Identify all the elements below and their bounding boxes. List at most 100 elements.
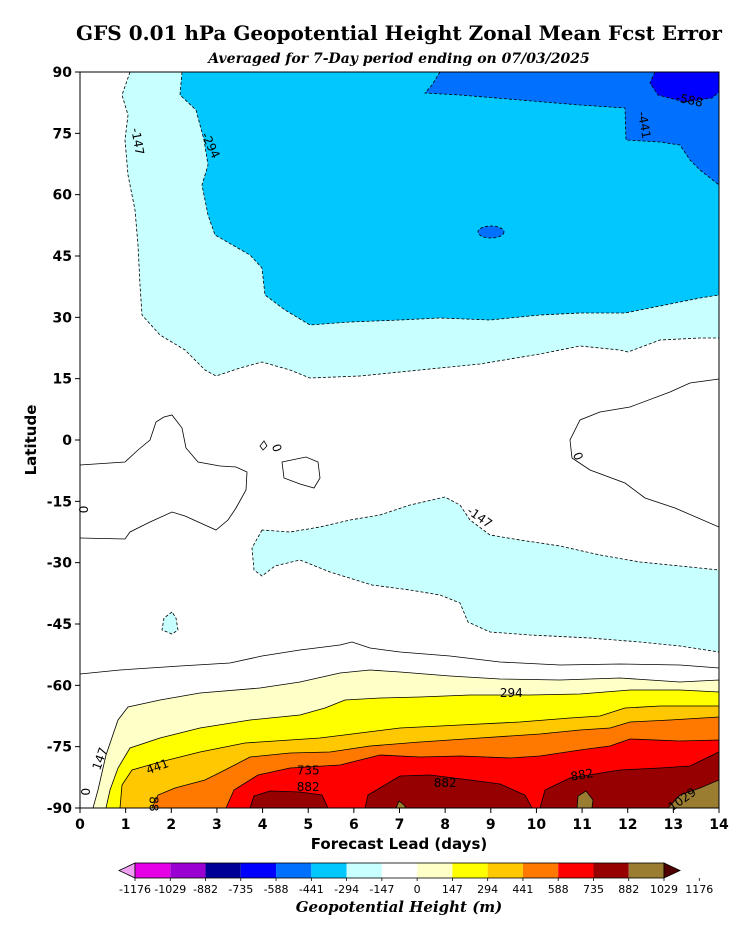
y-tick-label: -60 — [47, 678, 73, 694]
band-neg294 — [179, 72, 719, 326]
contour-field — [80, 72, 719, 808]
y-tick-label: 90 — [53, 65, 73, 81]
band-pos1029-c — [667, 779, 719, 808]
x-axis-label: Forecast Lead (days) — [311, 835, 487, 853]
contour-label: 735 — [297, 764, 320, 778]
x-tick-label: 9 — [486, 817, 496, 833]
contour-label: 294 — [500, 686, 523, 700]
y-tick-label: -75 — [47, 740, 72, 756]
x-axis: 0 1 2 3 4 5 6 7 8 9 10 11 12 13 14 — [75, 808, 729, 833]
colorbar-tick-label: -882 — [193, 883, 218, 896]
y-tick-label: -15 — [47, 494, 72, 510]
contour-label: 0 — [269, 442, 285, 454]
colorbar-swatch — [311, 863, 347, 878]
colorbar-swatch — [452, 863, 488, 878]
x-tick-label: 5 — [303, 817, 313, 833]
band-pos882-b — [364, 774, 533, 808]
band-neg588 — [649, 72, 719, 103]
colorbar-tick-label: 588 — [548, 883, 569, 896]
x-tick-label: 14 — [709, 817, 729, 833]
x-tick-label: 8 — [440, 817, 450, 833]
colorbar-tick-label: 1176 — [685, 883, 713, 896]
contour-label: 882 — [297, 780, 320, 794]
colorbar-tick-label: 441 — [512, 883, 533, 896]
colorbar-swatch — [240, 863, 277, 878]
y-tick-label: 45 — [53, 249, 72, 265]
contour-label: 0 — [78, 788, 92, 796]
colorbar-tick-label: 882 — [618, 883, 639, 896]
colorbar-tick-label: 0 — [414, 883, 421, 896]
colorbar-tick-label: -1176 — [119, 883, 151, 896]
colorbar-tick-label: 1029 — [650, 883, 678, 896]
x-tick-label: 11 — [572, 817, 591, 833]
band-pos1029-b — [576, 790, 594, 808]
colorbar-frame — [134, 862, 665, 879]
contour-label: 882 — [569, 766, 594, 784]
x-tick-label: 10 — [527, 817, 547, 833]
colorbar-swatch — [170, 863, 206, 878]
contour-label: 0 — [570, 450, 586, 462]
x-tick-label: 3 — [212, 817, 222, 833]
contour-label: 88 — [147, 796, 161, 811]
colorbar-swatch — [135, 863, 171, 878]
colorbar-swatch — [346, 863, 382, 878]
y-tick-label: -90 — [47, 801, 73, 817]
colorbar-swatch — [628, 863, 664, 878]
contour-label: 882 — [434, 776, 457, 790]
x-tick-label: 2 — [166, 817, 176, 833]
y-tick-label: 75 — [53, 126, 72, 142]
y-tick-label: 0 — [62, 433, 72, 449]
colorbar-tick-label: -588 — [264, 883, 289, 896]
y-tick-label: 15 — [53, 372, 72, 388]
band-neg441 — [424, 72, 719, 186]
zero-contour-south — [80, 641, 719, 675]
band-neg441-island — [477, 225, 505, 239]
colorbar-tick-label: -1029 — [154, 883, 186, 896]
y-axis-label: Latitude — [22, 405, 40, 476]
colorbar-swatch — [276, 863, 312, 878]
colorbar-under-arrow — [118, 862, 136, 879]
contour-label: 0 — [76, 506, 90, 514]
zero-contour-tiny — [259, 440, 268, 451]
colorbar-swatch — [487, 863, 523, 878]
contour-label: -441 — [635, 110, 654, 139]
x-tick-label: 1 — [121, 817, 131, 833]
colorbar-ticks: -1176 -1029 -882 -735 -588 -441 -294 -147 0 147 29… — [119, 878, 713, 896]
y-tick-label: 60 — [53, 188, 73, 204]
y-tick-label: 30 — [53, 310, 73, 326]
y-tick-label: -30 — [47, 556, 73, 572]
colorbar-swatch — [558, 863, 594, 878]
y-tick-label: -45 — [47, 617, 72, 633]
x-tick-label: 12 — [618, 817, 637, 833]
colorbar-tick-label: -735 — [228, 883, 253, 896]
colorbar-tick-label: 147 — [442, 883, 463, 896]
zero-contour-small — [281, 456, 321, 489]
colorbar-tick-label: -147 — [369, 883, 394, 896]
colorbar-swatch — [417, 863, 453, 878]
x-tick-label: 0 — [75, 817, 85, 833]
y-axis: 90 75 60 45 30 15 0 -15 -30 -45 -60 -75 -90 — [47, 65, 80, 817]
band-neg147-south — [251, 496, 719, 653]
band-pos1029-a — [395, 800, 407, 808]
colorbar-swatch — [381, 863, 418, 878]
colorbar-tick-label: -294 — [334, 883, 359, 896]
colorbar — [118, 862, 681, 879]
colorbar-swatch — [205, 863, 241, 878]
colorbar-tick-label: 294 — [477, 883, 498, 896]
x-tick-label: 7 — [395, 817, 405, 833]
contour-label: -588 — [675, 90, 705, 109]
zero-contour-equatorial — [80, 414, 248, 540]
chart-subtitle: Averaged for 7-Day period ending on 07/0… — [206, 51, 590, 67]
colorbar-swatch — [522, 863, 559, 878]
contour-label: -147 — [128, 127, 147, 156]
x-tick-label: 6 — [349, 817, 359, 833]
x-tick-label: 4 — [258, 817, 268, 833]
colorbar-tick-label: -441 — [299, 883, 324, 896]
band-neg147-blob — [161, 611, 179, 635]
zero-contour-right — [569, 378, 719, 528]
colorbar-tick-label: 735 — [583, 883, 604, 896]
chart-title: GFS 0.01 hPa Geopotential Height Zonal M… — [76, 21, 722, 45]
band-pos882-a — [249, 790, 329, 808]
colorbar-over-arrow — [663, 862, 681, 879]
